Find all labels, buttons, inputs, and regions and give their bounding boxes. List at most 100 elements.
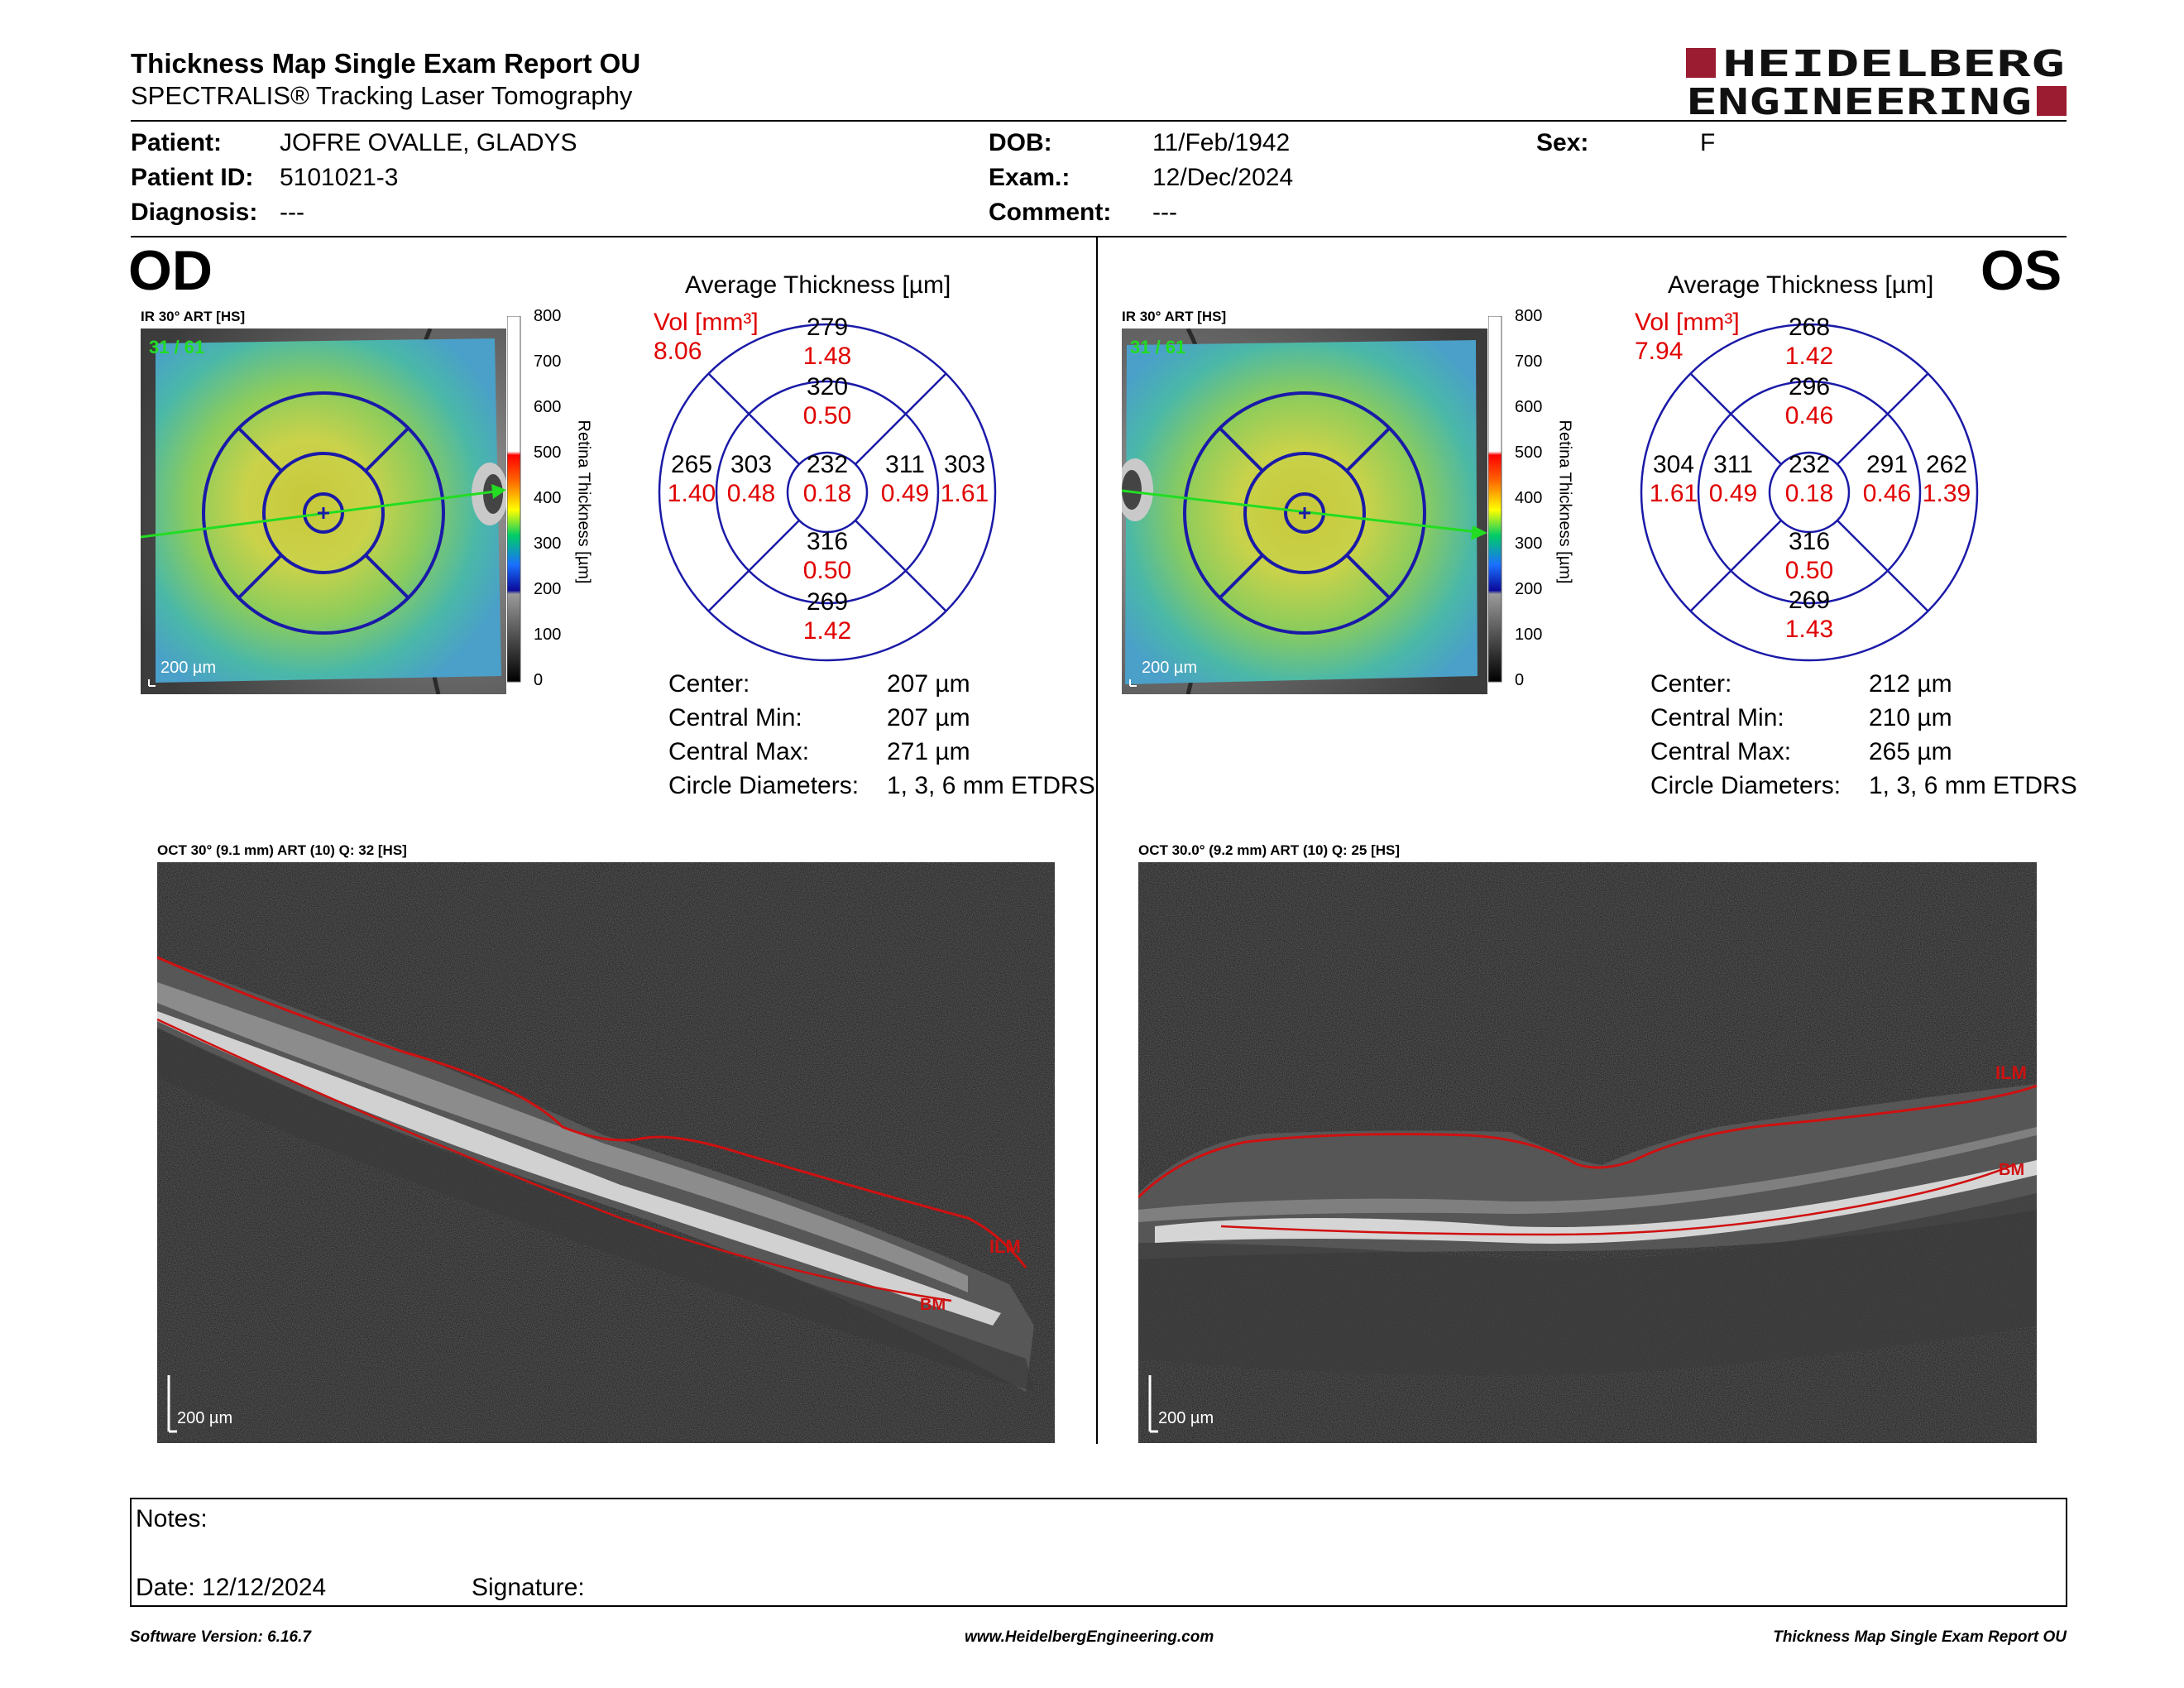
- os-cbar-tick-500: 500: [1515, 444, 1543, 462]
- os-sector-inf-inner: 316 0.50: [1784, 528, 1834, 584]
- os-sector-nas-inner: 291 0.46: [1862, 451, 1912, 507]
- od-eye-label: OD: [128, 239, 213, 302]
- od-oct-scale: 200 µm: [177, 1409, 232, 1427]
- os-sector-temp-inner: 311 0.49: [1708, 451, 1758, 507]
- date-label: Date: 12/12/2024: [136, 1574, 327, 1601]
- os-ilm-label: ILM: [1995, 1062, 2027, 1083]
- comment-label: Comment:: [989, 199, 1112, 226]
- website-link[interactable]: www.HeidelbergEngineering.com: [965, 1628, 1214, 1646]
- od-sector-nas-inner: 311 0.49: [880, 451, 930, 507]
- od-cbar-tick-500: 500: [534, 444, 562, 462]
- os-avg-title: Average Thickness [µm]: [1668, 271, 1934, 299]
- heidelberg-logo: HEIDELBERG ENGINEERING: [1686, 43, 2067, 123]
- dob-value: 11/Feb/1942: [1152, 129, 1291, 156]
- od-cbar-tick-200: 200: [534, 580, 562, 598]
- diagnosis-value: ---: [280, 199, 304, 226]
- od-stat-center-value: 207 µm: [887, 670, 970, 698]
- patient-id-value: 5101021-3: [280, 164, 399, 191]
- comment-value: ---: [1152, 199, 1177, 226]
- os-stat-diam-label: Circle Diameters:: [1650, 772, 1842, 799]
- os-oct-label: OCT 30.0° (9.2 mm) ART (10) Q: 25 [HS]: [1138, 842, 1401, 858]
- os-stat-center-value: 212 µm: [1869, 670, 1952, 698]
- od-sector-inf-inner: 316 0.50: [802, 528, 852, 584]
- od-stat-diam-value: 1, 3, 6 mm ETDRS: [887, 772, 1095, 799]
- os-oct-scan: ILM BM 200 µm: [1137, 862, 2038, 1443]
- od-map-counter: 31 / 61: [149, 337, 204, 357]
- report-title: Thickness Map Single Exam Report OU: [131, 48, 641, 79]
- svg-text:ENGINEERING: ENGINEERING: [1686, 81, 2032, 119]
- os-colorbar: [1487, 315, 1588, 688]
- od-sector-temp-inner: 303 0.48: [726, 451, 776, 507]
- od-sector-center: 232 0.18: [802, 451, 852, 507]
- od-cbar-tick-400: 400: [534, 489, 562, 507]
- os-map-counter: 31 / 61: [1130, 337, 1185, 357]
- od-map-scale: 200 µm: [160, 659, 216, 677]
- os-sector-sup-outer: 268 1.42: [1784, 314, 1834, 370]
- os-sector-center: 232 0.18: [1784, 451, 1834, 507]
- os-cbar-tick-700: 700: [1515, 352, 1543, 371]
- os-sector-temp-outer: 304 1.61: [1649, 451, 1698, 507]
- os-stat-center-label: Center:: [1650, 670, 1732, 698]
- od-etdrs-grid: [658, 323, 997, 662]
- diagnosis-label: Diagnosis:: [131, 199, 258, 226]
- os-cbar-tick-0: 0: [1515, 671, 1525, 689]
- od-cbar-tick-0: 0: [534, 671, 544, 689]
- os-cbar-title: Retina Thickness [µm]: [1555, 420, 1574, 584]
- os-map-scale: 200 µm: [1142, 659, 1197, 677]
- od-sector-nas-outer: 303 1.61: [940, 451, 989, 507]
- os-stat-min-label: Central Min:: [1650, 704, 1784, 731]
- os-map-label: IR 30° ART [HS]: [1122, 309, 1227, 324]
- sex-value: F: [1700, 129, 1716, 156]
- od-cbar-tick-100: 100: [534, 626, 562, 644]
- sex-label: Sex:: [1536, 129, 1589, 156]
- od-cbar-title: Retina Thickness [µm]: [574, 420, 593, 584]
- od-sector-sup-inner: 320 0.50: [802, 373, 852, 429]
- notes-label: Notes:: [136, 1505, 208, 1532]
- od-cbar-tick-800: 800: [534, 307, 562, 325]
- os-vol-value: 7.94: [1635, 338, 1684, 365]
- od-stat-min-label: Central Min:: [668, 704, 802, 731]
- os-stat-max-label: Central Max:: [1650, 738, 1792, 765]
- os-cbar-tick-100: 100: [1515, 626, 1543, 644]
- dob-label: DOB:: [989, 129, 1052, 156]
- header-divider: [131, 120, 2067, 122]
- od-oct-scan: ILM BM 200 µm: [156, 862, 1055, 1443]
- signature-label: Signature:: [472, 1574, 585, 1601]
- os-etdrs-grid: [1640, 323, 1979, 662]
- os-cbar-tick-200: 200: [1515, 580, 1543, 598]
- od-stat-max-value: 271 µm: [887, 738, 970, 765]
- os-cbar-tick-600: 600: [1515, 398, 1543, 416]
- os-cbar-tick-300: 300: [1515, 535, 1543, 553]
- patient-divider: [131, 236, 2067, 237]
- os-thickness-map: 31 / 61 200 µm: [1122, 328, 1487, 694]
- od-cbar-tick-300: 300: [534, 535, 562, 553]
- od-ilm-label: ILM: [989, 1236, 1021, 1257]
- os-cbar-tick-400: 400: [1515, 489, 1543, 507]
- patient-label: Patient:: [131, 129, 223, 156]
- software-version: Software Version: 6.16.7: [130, 1628, 311, 1646]
- od-vol-label: Vol [mm³]: [654, 309, 759, 336]
- svg-text:HEIDELBERG: HEIDELBERG: [1722, 45, 2065, 85]
- od-vol-value: 8.06: [654, 338, 702, 365]
- patient-id-label: Patient ID:: [131, 164, 254, 191]
- exam-value: 12/Dec/2024: [1152, 164, 1294, 191]
- od-oct-label: OCT 30° (9.1 mm) ART (10) Q: 32 [HS]: [157, 842, 407, 858]
- center-divider: [1096, 237, 1098, 1444]
- os-oct-scale: 200 µm: [1158, 1409, 1214, 1427]
- od-stat-center-label: Center:: [668, 670, 750, 698]
- footer-report-name: Thickness Map Single Exam Report OU: [1773, 1628, 2067, 1646]
- notes-box[interactable]: [130, 1498, 2067, 1607]
- os-stat-min-value: 210 µm: [1869, 704, 1952, 731]
- od-sector-sup-outer: 279 1.48: [802, 314, 852, 370]
- od-bm-label: BM: [920, 1296, 946, 1314]
- os-eye-label: OS: [1980, 239, 2062, 302]
- report-subtitle: SPECTRALIS® Tracking Laser Tomography: [131, 81, 633, 110]
- os-sector-inf-outer: 269 1.43: [1784, 587, 1834, 643]
- os-stat-max-value: 265 µm: [1869, 738, 1952, 765]
- os-vol-label: Vol [mm³]: [1635, 309, 1740, 336]
- od-thickness-map: 31 / 61 200 µm: [141, 328, 506, 694]
- os-bm-label: BM: [1999, 1161, 2024, 1179]
- od-map-label: IR 30° ART [HS]: [141, 309, 246, 324]
- patient-name: JOFRE OVALLE, GLADYS: [280, 129, 577, 156]
- od-cbar-tick-600: 600: [534, 398, 562, 416]
